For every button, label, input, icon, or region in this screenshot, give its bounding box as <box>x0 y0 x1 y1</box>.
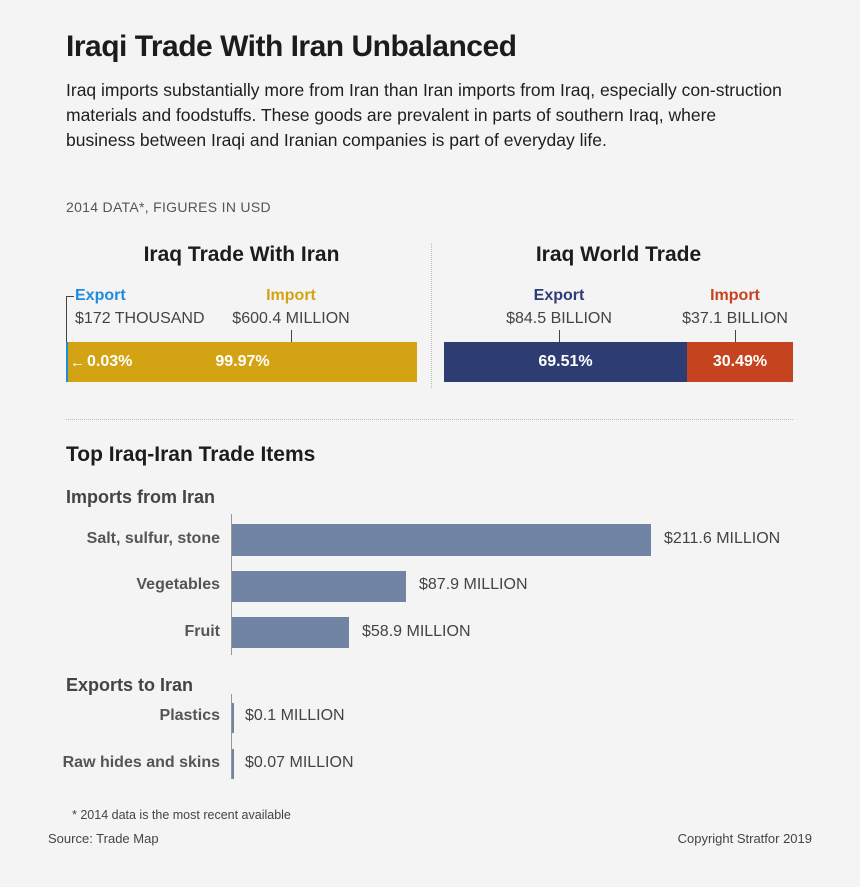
exports-bar <box>232 703 234 733</box>
copyright: Copyright Stratfor 2019 <box>677 831 812 846</box>
footnote: * 2014 data is the most recent available <box>72 808 291 822</box>
right-bar-export-segment: 69.51% <box>444 342 687 382</box>
section-title-top-items: Top Iraq-Iran Trade Items <box>66 443 316 466</box>
subsection-imports-from-iran: Imports from Iran <box>66 487 216 507</box>
panel-divider <box>431 243 432 388</box>
left-export-value: $172 THOUSAND <box>75 310 205 327</box>
panel-title-iraq-iran: Iraq Trade With Iran <box>143 243 340 266</box>
left-import-label: Import <box>266 287 316 304</box>
right-import-share: 30.49% <box>712 353 768 370</box>
section-divider <box>66 419 793 420</box>
page-subtitle: Iraq imports substantially more from Ira… <box>66 80 782 150</box>
source-credit: Source: Trade Map <box>48 831 159 846</box>
left-bar-export-segment <box>66 342 68 382</box>
exports-axis-line <box>231 694 232 779</box>
subsection-exports-to-iran: Exports to Iran <box>66 675 194 695</box>
left-export-share-callout: ← 0.03% <box>70 342 132 382</box>
imports-bar-value: $58.9 MILLION <box>362 623 471 640</box>
exports-bar-value: $0.1 MILLION <box>245 707 345 724</box>
right-export-share: 69.51% <box>538 353 593 370</box>
imports-category-label: Salt, sulfur, stone <box>86 530 220 547</box>
right-bar-import-segment: 30.49% <box>687 342 793 382</box>
right-export-value: $84.5 BILLION <box>506 310 612 327</box>
imports-bar-value: $211.6 MILLION <box>664 530 781 547</box>
panel-title-world-trade: Iraq World Trade <box>535 243 702 266</box>
right-import-label: Import <box>710 287 760 304</box>
left-export-share: 0.03% <box>87 353 133 370</box>
imports-axis-line <box>231 514 232 655</box>
export-leader-tick <box>66 296 74 297</box>
exports-category-label: Plastics <box>159 707 220 724</box>
right-import-leader-line <box>735 330 736 342</box>
imports-bar <box>232 524 651 556</box>
left-import-share: 99.97% <box>215 353 270 370</box>
right-stacked-bar: 69.51% 30.49% <box>444 342 793 382</box>
right-export-leader-line <box>559 330 560 342</box>
right-import-value: $37.1 BILLION <box>682 310 788 327</box>
imports-bar <box>232 617 349 648</box>
imports-category-label: Fruit <box>184 623 220 640</box>
left-export-label: Export <box>75 287 126 304</box>
left-import-value: $600.4 MILLION <box>232 310 350 327</box>
right-export-label: Export <box>533 287 585 304</box>
exports-category-label: Raw hides and skins <box>62 754 220 771</box>
data-note: 2014 DATA*, FIGURES IN USD <box>66 199 271 215</box>
page-title: Iraqi Trade With Iran Unbalanced <box>66 30 517 63</box>
import-leader-line <box>291 330 292 342</box>
imports-bar-value: $87.9 MILLION <box>419 576 528 593</box>
export-leader-line <box>66 296 67 344</box>
exports-bar-value: $0.07 MILLION <box>245 754 354 771</box>
left-stacked-bar: 99.97% ← 0.03% <box>66 342 417 382</box>
exports-bar <box>232 749 234 779</box>
imports-category-label: Vegetables <box>136 576 220 593</box>
left-bar-import-segment: 99.97% <box>68 342 417 382</box>
imports-bar <box>232 571 406 602</box>
arrow-left-icon: ← <box>70 353 85 371</box>
